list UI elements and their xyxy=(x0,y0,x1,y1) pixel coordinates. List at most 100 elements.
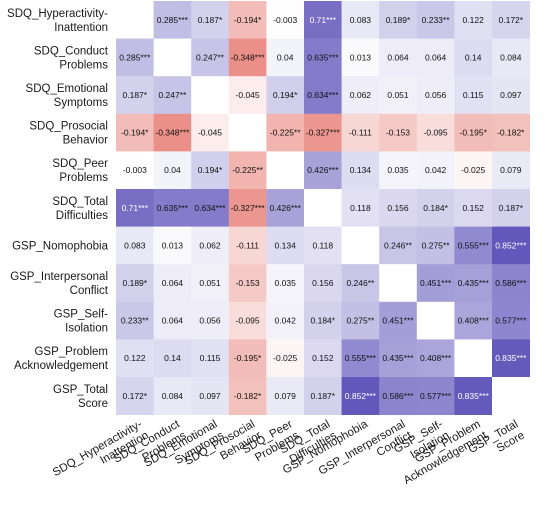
cell-value-label: 0.555*** xyxy=(345,353,377,363)
heatmap-cell xyxy=(304,226,342,265)
row-label: SDQ_Conduct Problems xyxy=(34,45,109,71)
cell-value-label: 0.172* xyxy=(499,15,524,25)
heatmap-cell xyxy=(304,189,342,227)
cell-value-label: 0.635*** xyxy=(307,52,339,62)
heatmap-cell xyxy=(153,189,192,227)
heatmap-cell xyxy=(116,339,154,378)
heatmap-cell xyxy=(228,1,267,39)
cell-value-label: -0.194* xyxy=(121,128,149,138)
cell-value-label: 0.064 xyxy=(162,316,184,326)
cell-value-label: 0.051 xyxy=(199,278,221,288)
cell-value-label: -0.003 xyxy=(273,15,297,25)
heatmap-cell xyxy=(191,113,230,152)
cell-value-label: 0.14 xyxy=(465,52,482,62)
heatmap-cell xyxy=(379,76,418,115)
cell-value-label: 0.435*** xyxy=(458,278,490,288)
cell-value-label: 0.134 xyxy=(350,165,372,175)
cell-value-label: 0.035 xyxy=(387,165,409,175)
row-label: GSP_Nomophobia xyxy=(12,240,108,252)
heatmap-cell xyxy=(304,377,342,415)
cell-value-label: 0.408*** xyxy=(420,353,452,363)
heatmap-cell xyxy=(266,339,305,378)
heatmap-cell xyxy=(454,301,493,340)
cell-value-label: -0.327*** xyxy=(306,128,341,138)
cell-value-label: 0.062 xyxy=(199,240,221,250)
heatmap-cell xyxy=(341,151,380,190)
cell-value-label: 0.056 xyxy=(199,316,221,326)
cell-value-label: 0.152 xyxy=(312,353,334,363)
cell-value-label: -0.195* xyxy=(234,353,262,363)
cell-value-label: 0.246** xyxy=(384,240,413,250)
cell-value-label: -0.095 xyxy=(424,128,448,138)
heatmap-cell xyxy=(116,226,154,265)
heatmap-cell xyxy=(416,339,455,378)
heatmap-cell xyxy=(153,301,192,340)
heatmap-cell xyxy=(416,264,455,303)
heatmap-cell xyxy=(191,1,230,39)
heatmap-cell xyxy=(228,151,267,190)
heatmap-cell xyxy=(454,113,493,152)
row-label: GSP_Interpersonal Conflict xyxy=(10,271,109,297)
heatmap-cell xyxy=(416,377,455,415)
heatmap-cell xyxy=(454,1,493,39)
heatmap-cell xyxy=(492,1,530,39)
heatmap-cell xyxy=(416,151,455,190)
heatmap-cell xyxy=(492,113,530,152)
cell-value-label: 0.71*** xyxy=(122,203,149,213)
cell-value-label: 0.285*** xyxy=(119,52,151,62)
heatmap-cell xyxy=(454,264,493,303)
heatmap-cell xyxy=(153,377,192,415)
heatmap-cell xyxy=(492,189,530,227)
heatmap-cell xyxy=(304,301,342,340)
cell-value-label: 0.187* xyxy=(311,391,336,401)
heatmap-cell xyxy=(492,226,530,265)
heatmap-cell xyxy=(266,189,305,227)
cell-value-label: 0.042 xyxy=(275,316,297,326)
heatmap-cell xyxy=(341,301,380,340)
cell-value-label: 0.555*** xyxy=(458,240,490,250)
cell-value-label: 0.635*** xyxy=(157,203,189,213)
heatmap-cell xyxy=(304,151,342,190)
heatmap-cell xyxy=(379,264,418,303)
heatmap-cell xyxy=(341,1,380,39)
heatmap-cell xyxy=(341,113,380,152)
cell-value-label: 0.156 xyxy=(312,278,334,288)
heatmap-cell xyxy=(266,377,305,415)
cell-value-label: 0.064 xyxy=(425,52,447,62)
heatmap-cell xyxy=(379,113,418,152)
cell-value-label: 0.194* xyxy=(273,90,298,100)
heatmap-cell xyxy=(228,264,267,303)
heatmap-cell xyxy=(304,76,342,115)
heatmap-cell xyxy=(191,301,230,340)
heatmap-cell xyxy=(341,38,380,77)
heatmap-cell xyxy=(379,339,418,378)
heatmap-cell xyxy=(153,151,192,190)
cell-value-label: 0.035 xyxy=(275,278,297,288)
heatmap-cell xyxy=(379,38,418,77)
heatmap-cell xyxy=(153,113,192,152)
heatmap-cell xyxy=(266,264,305,303)
cell-value-label: 0.064 xyxy=(387,52,409,62)
cell-value-label: 0.134 xyxy=(275,240,297,250)
cell-value-label: -0.327*** xyxy=(231,203,266,213)
cell-value-label: 0.056 xyxy=(425,90,447,100)
cell-value-label: 0.247** xyxy=(196,52,225,62)
cell-value-label: -0.045 xyxy=(236,90,260,100)
heatmap-cell xyxy=(266,1,305,39)
cell-value-label: 0.835*** xyxy=(495,353,527,363)
heatmap-cell xyxy=(416,301,455,340)
heatmap-cell xyxy=(116,377,154,415)
cell-value-label: 0.852*** xyxy=(495,240,527,250)
heatmap-cell xyxy=(341,339,380,378)
cell-value-label: 0.634*** xyxy=(307,90,339,100)
heatmap-cell xyxy=(116,151,154,190)
cell-value-label: -0.182* xyxy=(497,128,525,138)
heatmap-cell xyxy=(228,76,267,115)
cell-value-label: 0.189* xyxy=(123,278,148,288)
heatmap-cell xyxy=(304,264,342,303)
heatmap-cell xyxy=(191,189,230,227)
cell-value-label: 0.233** xyxy=(422,15,451,25)
cell-value-label: 0.246** xyxy=(346,278,375,288)
cell-value-label: 0.187* xyxy=(123,90,148,100)
cell-value-label: 0.634*** xyxy=(194,203,226,213)
